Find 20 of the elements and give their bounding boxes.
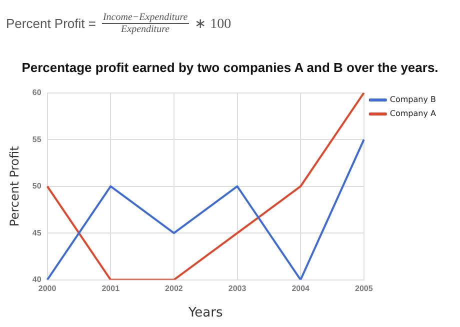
- y-tick-label: 50: [32, 182, 42, 191]
- y-tick-label: 60: [32, 88, 42, 98]
- x-axis-title: Years: [187, 306, 223, 321]
- legend-label: Company B: [390, 95, 436, 104]
- legend-label: Company A: [390, 109, 437, 118]
- text: Income−Expenditure: [102, 12, 189, 24]
- chart-title: Percentage profit earned by two companies A and B over the years.: [20, 60, 440, 75]
- y-tick-label: 55: [32, 134, 42, 144]
- x-tick-label: 2001: [102, 284, 120, 293]
- text: Percent Profit =: [6, 16, 96, 31]
- x-tick-label: 2003: [228, 284, 247, 293]
- x-tick-label: 2002: [165, 284, 184, 293]
- text: Expenditure: [121, 24, 170, 35]
- y-tick-label: 40: [32, 275, 42, 284]
- x-tick-label: 2004: [292, 284, 310, 293]
- x-tick-label: 2005: [355, 284, 374, 293]
- y-axis-title: Percent Profit: [7, 146, 22, 226]
- y-tick-label: 45: [32, 228, 42, 238]
- x-tick-label: 2000: [38, 284, 57, 293]
- text: ∗ 100: [194, 16, 232, 32]
